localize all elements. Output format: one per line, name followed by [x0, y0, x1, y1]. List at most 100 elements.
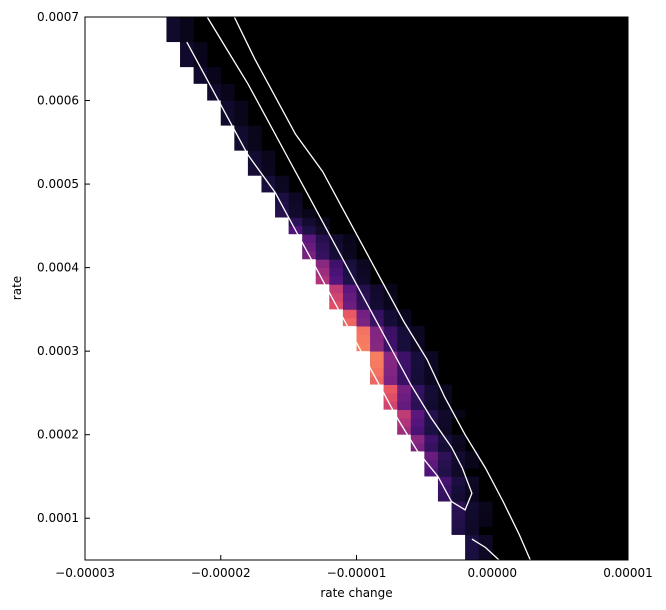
heatmap-cell-206 [166, 33, 181, 43]
heatmap-cell-28 [451, 468, 466, 477]
masked-cell [85, 150, 248, 160]
heatmap-cell-15 [465, 501, 480, 511]
masked-region [85, 17, 466, 560]
heatmap-cell-128 [329, 284, 344, 294]
heatmap-cell-163 [275, 209, 290, 218]
x-tick-label: −0.00001 [327, 566, 387, 580]
heatmap-cell-1 [478, 551, 493, 560]
heatmap-cell-48 [437, 426, 452, 436]
heatmap-cell-100 [383, 334, 398, 344]
masked-cell [85, 167, 248, 177]
heatmap-cell-143 [342, 259, 357, 269]
contour-lower-tail [471, 538, 500, 560]
y-tick-label: 0.0003 [37, 344, 79, 358]
heatmap-cell-77 [424, 376, 439, 385]
masked-cell [85, 133, 235, 143]
masked-cell [85, 334, 357, 344]
heatmap-cell-144 [356, 259, 371, 269]
masked-cell [85, 100, 221, 110]
masked-cell [85, 551, 466, 560]
heatmap-cell-183 [247, 133, 262, 143]
masked-cell [85, 200, 276, 210]
heatmap-cell-129 [342, 284, 357, 294]
heatmap-cell-188 [220, 108, 235, 118]
masked-cell [85, 275, 316, 285]
heatmap-cell-93 [356, 342, 371, 352]
heatmap-cell-160 [288, 217, 303, 227]
heatmap-cell-195 [220, 83, 235, 93]
heatmap-cell-99 [370, 334, 385, 344]
masked-cell [85, 209, 276, 218]
heatmap-cell-147 [329, 250, 344, 260]
masked-cell [85, 33, 167, 43]
heatmap-cell-39 [437, 443, 452, 452]
heatmap-cell-97 [410, 342, 425, 352]
masked-cell [85, 142, 235, 152]
heatmap-cell-9 [465, 518, 480, 527]
masked-cell [85, 417, 398, 427]
heatmap-cell-192 [207, 92, 222, 101]
heatmap-cell-140 [356, 267, 371, 277]
heatmap-cell-174 [247, 167, 262, 177]
heatmap-cell-79 [383, 367, 398, 377]
heatmap-cell-211 [180, 17, 194, 26]
heatmap-cell-198 [193, 67, 208, 76]
heatmap-cell-123 [329, 292, 344, 302]
heatmap-cell-185 [247, 125, 262, 135]
heatmap-cell-33 [424, 451, 439, 461]
contour-lines [186, 17, 531, 560]
masked-cell [85, 376, 371, 386]
x-axis-label: rate change [320, 586, 392, 600]
heatmap-cell-2 [465, 543, 480, 553]
heatmap-cell-25 [465, 476, 480, 486]
masked-cell [85, 192, 276, 202]
heatmap-cell-119 [342, 301, 357, 310]
masked-cell [85, 434, 411, 444]
heatmap-cell-41 [410, 434, 425, 444]
heatmap-cell-164 [288, 209, 303, 218]
heatmap-cell-205 [193, 42, 208, 51]
heatmap-cell-209 [180, 25, 194, 35]
masked-cell [85, 67, 194, 76]
heatmap-cell-35 [451, 451, 466, 461]
masked-cell [85, 225, 289, 235]
heatmap-cell-57 [451, 409, 466, 419]
heatmap-cell-83 [370, 359, 385, 369]
heatmap-cell-17 [437, 493, 452, 502]
heatmap-cell-63 [383, 392, 398, 402]
masked-cell [85, 476, 438, 486]
heatmap-cell-21 [451, 484, 466, 494]
heatmap-cell-65 [410, 392, 425, 402]
heatmap-cell-152 [342, 242, 357, 252]
heatmap-cell-187 [234, 117, 249, 126]
heatmap-cell-159 [315, 225, 330, 235]
heatmap-cell-32 [465, 459, 480, 469]
heatmap-cell-92 [424, 351, 439, 360]
heatmap-cell-182 [234, 133, 249, 143]
heatmap-cell-146 [315, 250, 330, 260]
heatmap-cell-177 [261, 159, 276, 168]
heatmap-cell-208 [166, 25, 181, 35]
y-axis: 0.0001 0.0002 0.0003 0.0004 0.0005 0.0006 0.00… [37, 10, 628, 525]
heatmap-cell-142 [329, 259, 344, 269]
heatmap-cell-98 [356, 334, 371, 344]
heatmap-cell-150 [315, 242, 330, 252]
masked-cell [85, 367, 371, 377]
masked-cell [85, 184, 262, 193]
contour-inner [186, 17, 473, 511]
heatmap-cell-130 [356, 284, 371, 294]
heatmap-cell-173 [275, 175, 290, 185]
heatmap-cell-88 [370, 351, 385, 360]
x-tick-label: −0.00003 [55, 566, 115, 580]
heatmap-cell-0 [465, 551, 480, 560]
heatmap-cell-191 [234, 100, 249, 110]
heatmap-cell-190 [220, 100, 235, 110]
heatmap-cell-126 [370, 292, 385, 302]
heatmap-cell-175 [261, 167, 276, 177]
heatmap-cell-197 [207, 75, 222, 85]
heatmap-cell-149 [302, 242, 317, 252]
heatmap-cell-201 [193, 58, 208, 68]
masked-cell [85, 301, 330, 310]
heatmap-cell-105 [383, 326, 398, 335]
